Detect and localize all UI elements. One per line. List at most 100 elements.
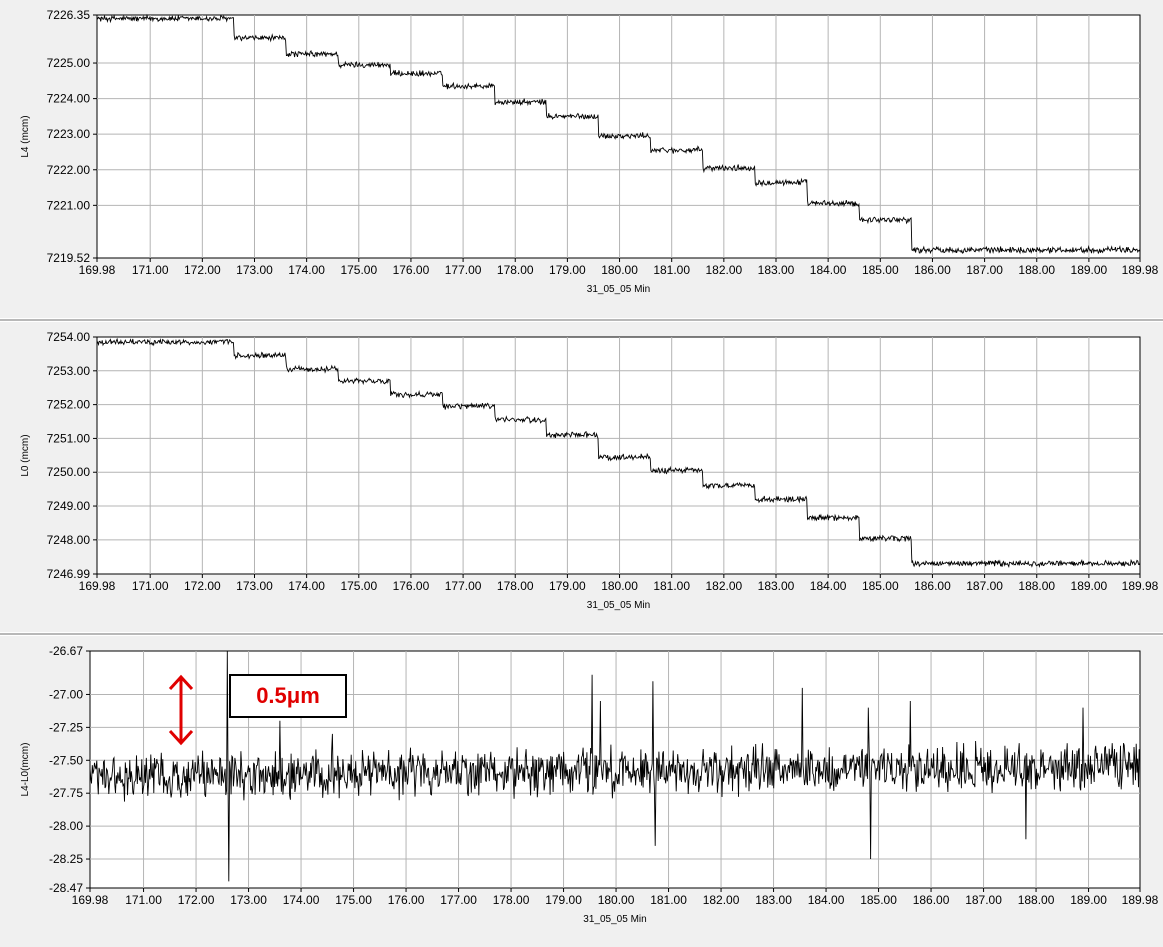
panel-divider: [0, 319, 1163, 321]
x-tick-label: 176.00: [393, 579, 430, 593]
y-tick-label: 7251.00: [47, 431, 91, 445]
x-tick-label: 171.00: [132, 579, 169, 593]
x-tick-label: 171.00: [125, 893, 162, 907]
chart-l0: 169.98 171.00 172.00 173.00 174.00 175.00 176.…: [20, 330, 1159, 611]
plot-area: [96, 336, 1141, 575]
x-tick-label: 183.00: [758, 263, 795, 277]
y-tick-label: 7225.00: [47, 56, 91, 70]
y-tick-label: 7254.00: [47, 330, 91, 344]
y-tick-label: 7253.00: [47, 364, 91, 378]
y-tick-label: 7249.00: [47, 499, 91, 513]
x-tick-label: 172.00: [184, 579, 221, 593]
x-tick-label: 176.00: [393, 263, 430, 277]
x-tick-label: 177.00: [445, 579, 482, 593]
y-tick-label: 7246.99: [47, 567, 91, 581]
x-tick-label: 169.98: [72, 893, 109, 907]
x-tick-label: 189.98: [1122, 893, 1159, 907]
y-axis-label: L4-L0(mcm): [20, 743, 31, 797]
chart-panel-diff: 169.98 171.00 172.00 173.00 174.00 175.00 176.…: [0, 636, 1163, 947]
x-tick-label: 180.00: [601, 579, 638, 593]
x-tick-label: 188.00: [1018, 263, 1055, 277]
x-tick-label: 184.00: [810, 579, 847, 593]
x-tick-label: 177.00: [440, 893, 477, 907]
x-tick-label: 189.98: [1122, 579, 1159, 593]
series-line: [96, 13, 1141, 255]
series-line: [89, 650, 1141, 882]
x-axis-label: 31_05_05 Min: [583, 914, 646, 925]
x-tick-label: 173.00: [230, 893, 267, 907]
x-tick-label: 174.00: [288, 263, 325, 277]
y-tick-label: 7219.52: [47, 251, 91, 265]
x-tick-label: 187.00: [966, 263, 1003, 277]
chart-panel-l0: 169.98 171.00 172.00 173.00 174.00 175.00 176.…: [0, 322, 1163, 632]
x-tick-label: 179.00: [549, 579, 586, 593]
chart-panel-l4: 169.98 171.00 172.00 173.00 174.00 175.00 176.…: [0, 0, 1163, 318]
x-tick-label: 185.00: [860, 893, 897, 907]
x-tick-label: 179.00: [545, 893, 582, 907]
x-tick-label: 188.00: [1018, 579, 1055, 593]
x-tick-label: 189.00: [1071, 263, 1108, 277]
x-tick-label: 175.00: [335, 893, 372, 907]
x-tick-label: 172.00: [184, 263, 221, 277]
x-tick-label: 175.00: [340, 263, 377, 277]
x-tick-label: 183.00: [755, 893, 792, 907]
annotation-label: 0.5μm: [229, 674, 347, 718]
x-tick-label: 182.00: [703, 893, 740, 907]
x-tick-label: 178.00: [497, 263, 534, 277]
x-tick-label: 180.00: [601, 263, 638, 277]
x-tick-label: 185.00: [862, 263, 899, 277]
y-tick-label: -27.75: [49, 786, 83, 800]
x-tick-label: 186.00: [913, 893, 950, 907]
x-tick-label: 182.00: [705, 263, 742, 277]
x-tick-label: 174.00: [283, 893, 320, 907]
x-tick-label: 169.98: [79, 579, 116, 593]
y-tick-label: 7222.00: [47, 163, 91, 177]
x-tick-label: 172.00: [178, 893, 215, 907]
x-tick-label: 181.00: [650, 893, 687, 907]
y-tick-label: 7252.00: [47, 398, 91, 412]
x-tick-label: 173.00: [236, 579, 273, 593]
x-tick-label: 171.00: [132, 263, 169, 277]
x-tick-label: 176.00: [388, 893, 425, 907]
double-arrow-icon: [168, 674, 194, 746]
y-tick-label: 7224.00: [47, 92, 91, 106]
x-tick-label: 181.00: [653, 263, 690, 277]
y-tick-label: 7221.00: [47, 198, 91, 212]
y-axis-label: L0 (mcm): [20, 434, 31, 476]
x-tick-label: 187.00: [965, 893, 1002, 907]
x-tick-label: 182.00: [705, 579, 742, 593]
chart-l4-l0: 169.98 171.00 172.00 173.00 174.00 175.00 176.…: [20, 644, 1159, 925]
y-tick-label: -28.47: [49, 881, 83, 895]
x-tick-label: 189.00: [1070, 893, 1107, 907]
x-axis-label: 31_05_05 Min: [587, 600, 650, 611]
x-tick-label: 180.00: [598, 893, 635, 907]
x-tick-label: 173.00: [236, 263, 273, 277]
y-tick-label: 7250.00: [47, 465, 91, 479]
y-tick-label: -26.67: [49, 644, 83, 658]
y-tick-label: -27.50: [49, 753, 83, 767]
y-tick-label: 7226.35: [47, 8, 91, 22]
x-tick-label: 178.00: [497, 579, 534, 593]
x-axis-label: 31_05_05 Min: [587, 284, 650, 295]
x-tick-label: 184.00: [808, 893, 845, 907]
x-tick-label: 177.00: [445, 263, 482, 277]
panel-divider: [0, 633, 1163, 635]
plot-area: [96, 14, 1141, 259]
x-tick-label: 186.00: [914, 263, 951, 277]
x-tick-label: 185.00: [862, 579, 899, 593]
x-tick-label: 181.00: [653, 579, 690, 593]
x-tick-label: 188.00: [1018, 893, 1055, 907]
x-tick-label: 178.00: [493, 893, 530, 907]
x-tick-label: 179.00: [549, 263, 586, 277]
y-tick-label: 7223.00: [47, 127, 91, 141]
x-tick-label: 186.00: [914, 579, 951, 593]
x-tick-label: 169.98: [79, 263, 116, 277]
y-tick-label: -27.25: [49, 720, 83, 734]
x-tick-label: 189.00: [1071, 579, 1108, 593]
series-line: [96, 337, 1141, 568]
chart-l4: 169.98 171.00 172.00 173.00 174.00 175.00 176.…: [20, 8, 1159, 295]
y-tick-label: -27.00: [49, 687, 83, 701]
x-tick-label: 174.00: [288, 579, 325, 593]
x-tick-label: 175.00: [340, 579, 377, 593]
x-tick-label: 187.00: [966, 579, 1003, 593]
